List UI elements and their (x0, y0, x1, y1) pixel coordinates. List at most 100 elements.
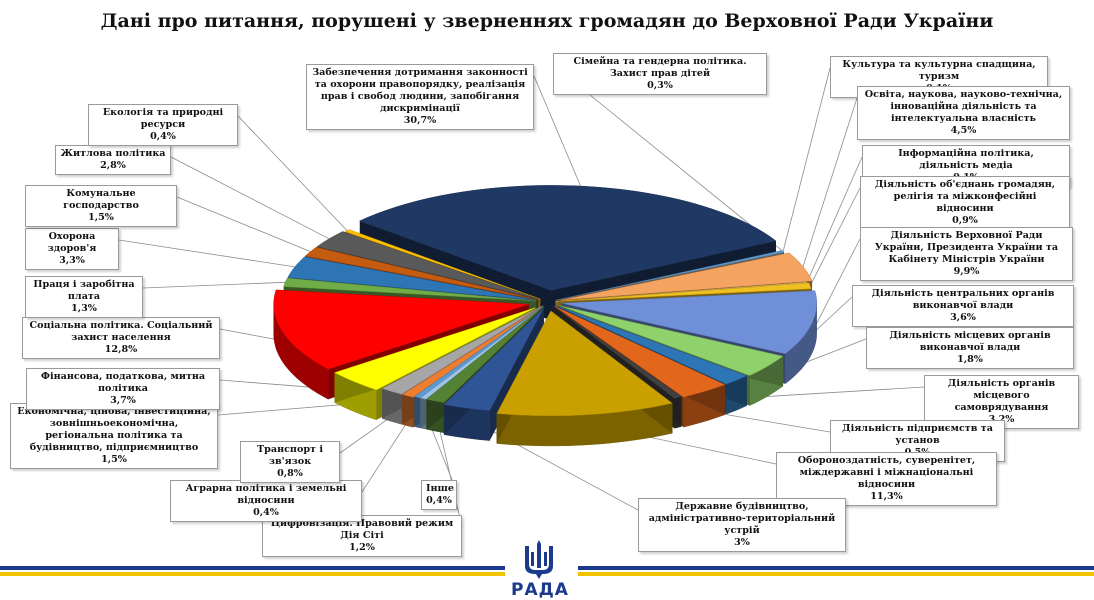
slice-label-20: Соціальна політика. Соціальний захист на… (22, 317, 220, 359)
slice-label-18: Економічна, цінова, інвестиційна, зовніш… (10, 403, 218, 469)
slice-label-12: Обороноздатність, суверенітет, міждержав… (776, 452, 997, 506)
slice-label-text: Діяльність підприємств та установ (842, 423, 993, 446)
slice-value-label: 30,7% (403, 115, 437, 126)
slice-value-label: 0,4% (426, 495, 452, 506)
footer-stripe-left-blue (0, 566, 505, 570)
slice-value-label: 4,5% (950, 125, 977, 136)
slice-value-label: 3,6% (950, 312, 976, 323)
slice-label-23: Комунальне господарство 1,5% (25, 185, 177, 227)
pie-slice-top-10 (554, 306, 726, 398)
slice-label-text: Інше (426, 483, 454, 494)
slice-label-25: Екологія та природні ресурси 0,4% (88, 104, 238, 146)
slice-label-text: Цифровізація. Правовий режим Дія Сіті (270, 518, 454, 541)
slice-label-19: Фінансова, податкова, митна політика 3,7% (26, 368, 220, 410)
slice-value-label: 3,3% (59, 255, 85, 266)
slice-label-text: Культура та культурна спадщина, туризм (842, 59, 1036, 82)
slice-label-6: Діяльність об'єднань громадян, релігія т… (860, 176, 1070, 230)
slice-label-13: Державне будівництво, адміністративно-те… (638, 498, 846, 552)
slice-label-text: Діяльність об'єднань громадян, релігія т… (874, 179, 1056, 214)
slice-label-21: Праця і заробітна плата 1,3% (25, 276, 143, 318)
slice-label-text: Економічна, цінова, інвестиційна, зовніш… (17, 406, 211, 453)
leader-line-3 (782, 67, 831, 254)
leader-line-5 (806, 156, 863, 283)
slice-label-text: Транспорт і зв'язок (257, 444, 323, 467)
slice-value-label: 9,9% (953, 266, 980, 277)
slice-label-2: Сімейна та гендерна політика. Захист пра… (553, 53, 767, 95)
pie-slice-top-2 (556, 250, 785, 301)
slice-label-text: Діяльність місцевих органів виконавчої в… (889, 330, 1051, 353)
slice-label-text: Охорона здоров'я (47, 231, 97, 254)
slice-label-4: Освіта, наукова, науково-технічна, іннов… (857, 86, 1070, 140)
slice-label-16: Аграрна політика і земельні відносини 0,4… (170, 480, 362, 522)
footer (0, 540, 1094, 600)
slice-value-label: 0,9% (952, 215, 978, 226)
slice-value-label: 3% (734, 537, 750, 548)
slice-value-label: 1,5% (88, 212, 114, 223)
slice-label-text: Екологія та природні ресурси (102, 107, 224, 130)
leader-line-23 (176, 196, 311, 252)
leader-line-2 (552, 64, 784, 252)
slice-value-label: 0,4% (253, 507, 279, 518)
leader-line-6 (809, 187, 861, 287)
slice-value-label: 0,3% (647, 80, 673, 91)
slice-label-text: Житлова політика (60, 148, 166, 159)
pie-slice-top-3 (555, 252, 784, 301)
leader-line-21 (142, 281, 286, 289)
chart-title: Дані про питання, порушені у зверненнях … (100, 10, 994, 32)
pie-slice-top-8 (559, 305, 784, 376)
slice-label-17: Транспорт і зв'язок 0,8% (240, 441, 340, 483)
pie-slice-top-7 (561, 290, 817, 355)
slice-label-text: Освіта, наукова, науково-технічна, іннов… (864, 89, 1063, 124)
slice-label-text: Праця і заробітна плата (33, 279, 135, 302)
slice-label-text: Забезпечення дотримання законності та ох… (312, 67, 528, 114)
slice-value-label: 1,8% (957, 354, 983, 365)
pie-slice-top-24 (316, 231, 539, 300)
pie-slice-top-20 (273, 289, 529, 370)
slice-value-label: 1,3% (71, 303, 97, 314)
pie-slice-top-21 (283, 277, 537, 302)
slice-label-15: Інше 0,4% (421, 480, 457, 510)
leader-line-7 (811, 238, 861, 333)
pie-slice-12 (496, 310, 673, 447)
leader-line-24 (170, 156, 330, 240)
pie-slice-top-14 (425, 305, 544, 403)
pie-slice-top-15 (419, 305, 544, 400)
pie-slice-top-23 (304, 246, 538, 300)
slice-label-1: Забезпечення дотримання законності та ох… (306, 64, 534, 130)
slice-label-text: Фінансова, податкова, митна політика (40, 371, 206, 394)
pie-slice-top-11 (552, 305, 682, 399)
slice-value-label: 1,2% (349, 542, 375, 553)
leader-line-1 (533, 75, 581, 187)
slice-label-text: Обороноздатність, суверенітет, міждержав… (797, 455, 976, 490)
leader-line-22 (118, 239, 295, 268)
pie-slice-top-19 (334, 307, 536, 391)
slice-label-14: Цифровізація. Правовий режим Дія Сіті 1,2… (262, 515, 462, 557)
leader-line-20 (219, 328, 283, 342)
slice-value-label: 3,2% (929, 414, 1074, 426)
slice-label-text: Діяльність центральних органів виконавчо… (871, 288, 1055, 311)
leader-line-25 (237, 115, 348, 231)
slice-label-text: Інформаційна політика, діяльність медіа (898, 148, 1034, 171)
pie-slice-top-12 (496, 310, 673, 417)
trident-icon (525, 540, 553, 579)
slice-label-text: Діяльність органів місцевого самоврядува… (947, 378, 1056, 413)
pie-slice-top-6 (557, 282, 812, 302)
footer-stripe-right-blue (578, 566, 1094, 570)
slice-label-8: Діяльність центральних органів виконавчо… (852, 285, 1074, 327)
slice-label-text: Державне будівництво, адміністративно-те… (648, 501, 836, 536)
slice-label-24: Житлова політика 2,8% (55, 145, 171, 175)
footer-stripe-left-yellow (0, 572, 505, 576)
pie-slice-top-13 (443, 307, 545, 411)
leader-line-4 (802, 97, 858, 267)
slice-label-7: Діяльність Верховної Ради України, Прези… (860, 227, 1073, 281)
pie-slice-top-18 (381, 306, 542, 395)
slice-value-label: 2,8% (100, 160, 126, 171)
leader-line-13 (466, 416, 639, 511)
slice-label-text: Аграрна політика і земельні відносини (185, 483, 347, 506)
slice-value-label: 11,3% (870, 491, 903, 502)
pie-slice-top-1 (359, 185, 777, 291)
slice-value-label: 12,8% (104, 344, 138, 355)
slice-label-text: Діяльність Верховної Ради України, Прези… (874, 230, 1059, 265)
slice-value-label: 3,7% (110, 395, 136, 406)
pie-slice-top-17 (401, 306, 542, 398)
